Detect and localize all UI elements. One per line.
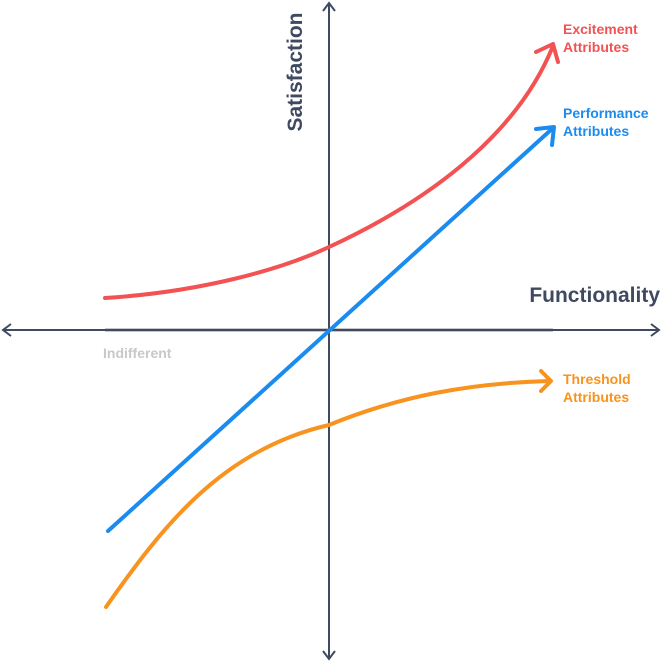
y-axis-top-arrow-icon [322,1,336,12]
threshold-arrowhead-icon [539,369,553,393]
excitement-label-line1: Excitement [563,21,638,37]
excitement-curve [103,42,560,300]
threshold-label-line2: Attributes [563,389,629,405]
threshold-label-line1: Threshold [563,371,631,387]
y-axis-bottom-arrow-icon [322,650,336,661]
y-axis-title: Satisfaction [284,12,307,131]
indifferent-label: Indifferent [103,345,172,361]
x-axis-right-arrow-icon [650,323,661,337]
excitement-arrowhead-icon [534,42,560,64]
performance-line [106,125,556,533]
performance-arrowhead-icon [534,125,556,147]
performance-label-line2: Attributes [563,123,629,139]
threshold-curve [104,369,553,609]
x-axis-title: Functionality [529,284,660,307]
performance-label-line1: Performance [563,105,649,121]
excitement-label-line2: Attributes [563,39,629,55]
x-axis-left-arrow-icon [1,323,12,337]
